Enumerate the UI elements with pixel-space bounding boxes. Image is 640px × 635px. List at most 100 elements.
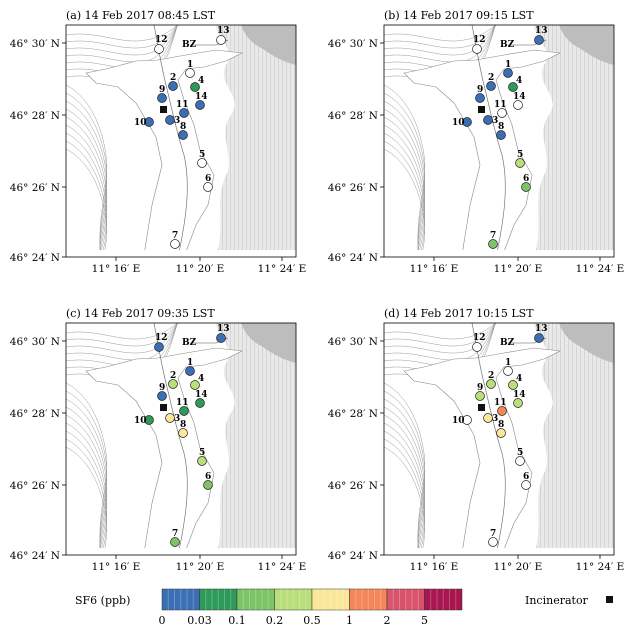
contour-west xyxy=(66,84,107,250)
station-3: 3 xyxy=(165,115,180,126)
station-4: 4 xyxy=(508,76,522,92)
station-label: 12 xyxy=(155,35,168,45)
colorbar-tick-label: 0.5 xyxy=(303,614,321,627)
contour-west xyxy=(66,140,107,250)
station-12: 12 xyxy=(472,35,486,54)
y-tick-label: 46° 26′ N xyxy=(328,182,378,194)
station-1: 1 xyxy=(185,60,195,78)
station-8: 8 xyxy=(178,122,188,140)
station-11: 11 xyxy=(494,100,507,118)
panel-title: (a) 14 Feb 2017 08:45 LST xyxy=(66,9,216,22)
station-marker xyxy=(179,406,189,416)
station-marker xyxy=(190,380,200,390)
station-label: 8 xyxy=(180,122,186,132)
map-frame xyxy=(65,24,297,258)
contour-west xyxy=(384,382,425,548)
station-2: 2 xyxy=(168,73,178,91)
station-label: 6 xyxy=(205,472,211,482)
station-marker xyxy=(203,182,213,192)
map-panel-c: (c) 14 Feb 2017 09:35 LSTBZ1234567891011… xyxy=(10,307,307,573)
station-label: 6 xyxy=(205,174,211,184)
station-6: 6 xyxy=(203,472,213,490)
station-9: 9 xyxy=(157,383,167,401)
contour-west xyxy=(66,446,107,548)
contour-north xyxy=(384,323,497,340)
colorbar-tick-label: 0 xyxy=(159,614,166,627)
station-6: 6 xyxy=(521,174,531,192)
station-5: 5 xyxy=(515,448,525,466)
colorbar-label: SF6 (ppb) xyxy=(75,594,130,607)
station-label: 14 xyxy=(195,390,208,400)
x-tick-label: 11° 20′ E xyxy=(176,263,225,275)
y-tick-label: 46° 28′ N xyxy=(10,408,60,420)
incinerator-marker xyxy=(478,106,485,113)
station-label: 10 xyxy=(134,118,147,128)
contour-west xyxy=(384,398,425,548)
station-marker xyxy=(195,100,205,110)
station-marker xyxy=(168,379,178,389)
y-tick-label: 46° 30′ N xyxy=(328,336,378,348)
station-marker xyxy=(515,456,525,466)
contour-north xyxy=(384,25,497,49)
incinerator-legend-label: Incinerator xyxy=(525,594,589,607)
station-10: 10 xyxy=(452,117,472,128)
station-label: 9 xyxy=(159,383,165,393)
station-marker xyxy=(475,391,485,401)
contour-north xyxy=(66,323,179,354)
station-marker xyxy=(197,158,207,168)
station-7: 7 xyxy=(488,231,498,249)
contour-west xyxy=(384,108,425,250)
contour-west xyxy=(384,406,425,548)
station-label: 2 xyxy=(488,371,494,381)
y-tick-label: 46° 28′ N xyxy=(328,408,378,420)
contour-west xyxy=(384,132,425,250)
contour-north xyxy=(384,25,497,56)
station-5: 5 xyxy=(197,150,207,168)
x-tick-label: 11° 16′ E xyxy=(410,263,459,275)
station-13: 13 xyxy=(534,26,548,45)
station-label: 12 xyxy=(155,333,168,343)
station-marker xyxy=(185,366,195,376)
station-marker xyxy=(203,480,213,490)
station-6: 6 xyxy=(203,174,213,192)
contour-west xyxy=(384,92,425,250)
y-tick-label: 46° 24′ N xyxy=(328,252,378,264)
colorbar-tick-label: 0.1 xyxy=(228,614,246,627)
colorbar-tick-label: 2 xyxy=(384,614,391,627)
station-8: 8 xyxy=(178,420,188,438)
contour-west xyxy=(384,100,425,250)
station-5: 5 xyxy=(197,448,207,466)
contour-north xyxy=(66,323,179,340)
station-label: 11 xyxy=(494,100,507,110)
station-label: 5 xyxy=(517,150,523,160)
y-tick-label: 46° 26′ N xyxy=(10,182,60,194)
station-10: 10 xyxy=(134,415,154,426)
station-label: 2 xyxy=(488,73,494,83)
station-1: 1 xyxy=(503,358,513,376)
station-14: 14 xyxy=(513,92,526,110)
station-marker xyxy=(472,44,482,54)
station-marker xyxy=(513,100,523,110)
station-marker xyxy=(513,398,523,408)
station-marker xyxy=(521,182,531,192)
mountain-east-contours xyxy=(534,25,614,250)
station-7: 7 xyxy=(170,231,180,249)
station-13: 13 xyxy=(216,26,230,45)
station-marker xyxy=(157,93,167,103)
station-label: 9 xyxy=(477,383,483,393)
colorbar-cell-7 xyxy=(424,588,463,611)
station-marker xyxy=(486,379,496,389)
x-tick-label: 11° 20′ E xyxy=(176,561,225,573)
x-tick-label: 11° 24′ E xyxy=(576,561,625,573)
map-frame xyxy=(383,24,615,258)
station-10: 10 xyxy=(134,117,154,128)
station-label: 7 xyxy=(490,231,496,241)
station-2: 2 xyxy=(486,371,496,389)
panel-title: (d) 14 Feb 2017 10:15 LST xyxy=(384,307,534,320)
station-label: 9 xyxy=(159,85,165,95)
station-marker xyxy=(190,82,200,92)
y-tick-label: 46° 28′ N xyxy=(10,110,60,122)
station-label: 14 xyxy=(513,92,526,102)
station-marker xyxy=(497,108,507,118)
station-1: 1 xyxy=(185,358,195,376)
